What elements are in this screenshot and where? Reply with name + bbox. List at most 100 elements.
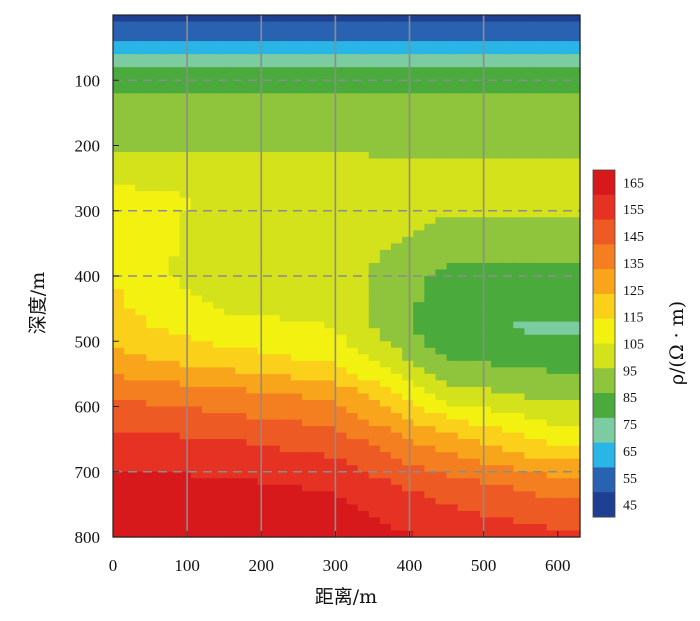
heatmap-cell (435, 452, 448, 460)
heatmap-cell (424, 458, 437, 466)
heatmap-cell (502, 295, 514, 303)
heatmap-cell (157, 80, 170, 88)
heatmap-cell (135, 256, 147, 264)
heatmap-cell (368, 517, 381, 525)
heatmap-cell (201, 249, 214, 258)
heatmap-cell (268, 15, 281, 23)
heatmap-cell (302, 243, 314, 251)
heatmap-cell (168, 171, 181, 179)
heatmap-cell (446, 426, 459, 434)
heatmap-cell (424, 517, 437, 525)
heatmap-cell (190, 152, 203, 160)
heatmap-cell (357, 347, 370, 355)
heatmap-cell (435, 236, 448, 244)
heatmap-cell (324, 445, 336, 453)
heatmap-cell (224, 165, 236, 173)
heatmap-cell (502, 217, 514, 225)
heatmap-cell (268, 432, 281, 440)
heatmap-cell (113, 178, 125, 186)
heatmap-cell (524, 60, 537, 68)
heatmap-cell (435, 67, 448, 75)
heatmap-cell (402, 138, 414, 147)
heatmap-cell (179, 99, 192, 107)
heatmap-cell (535, 386, 548, 395)
heatmap-cell (135, 465, 147, 473)
heatmap-cell (113, 465, 125, 473)
heatmap-cell (557, 249, 570, 258)
heatmap-cell (124, 523, 136, 532)
heatmap-cell (179, 230, 192, 238)
heatmap-cell (335, 60, 348, 68)
heatmap-cell (257, 256, 270, 264)
heatmap-cell (446, 73, 459, 81)
heatmap-cell (157, 413, 170, 421)
heatmap-cell (335, 432, 348, 440)
heatmap-cell (313, 484, 325, 492)
heatmap-cell (135, 530, 147, 538)
heatmap-cell (435, 360, 448, 368)
heatmap-cell (179, 406, 192, 414)
heatmap-cell (379, 269, 392, 277)
heatmap-cell (546, 204, 559, 212)
heatmap-cell (546, 47, 559, 55)
heatmap-cell (479, 67, 492, 75)
heatmap-cell (268, 373, 281, 382)
heatmap-cell (146, 347, 159, 355)
heatmap-cell (502, 138, 514, 147)
heatmap-cell (435, 125, 448, 134)
heatmap-cell (113, 530, 125, 538)
heatmap-cell (491, 504, 503, 512)
heatmap-cell (335, 112, 348, 121)
heatmap-cell (535, 158, 548, 166)
heatmap-cell (168, 21, 181, 29)
heatmap-cell (246, 458, 259, 466)
heatmap-cell (402, 21, 414, 29)
heatmap-cell (124, 491, 136, 499)
heatmap-cell (124, 28, 136, 36)
heatmap-cell (190, 204, 203, 212)
heatmap-cell (457, 484, 470, 492)
heatmap-cell (279, 217, 292, 225)
heatmap-cell (235, 386, 248, 395)
heatmap-cell (435, 269, 448, 277)
heatmap-cell (468, 354, 481, 362)
heatmap-cell (279, 478, 292, 486)
heatmap-cell (502, 210, 514, 218)
heatmap-cell (313, 217, 325, 225)
heatmap-cell (279, 276, 292, 284)
heatmap-cell (346, 282, 359, 290)
heatmap-cell (535, 178, 548, 186)
heatmap-cell (324, 93, 336, 101)
heatmap-cell (113, 386, 125, 395)
heatmap-cell (179, 223, 192, 231)
heatmap-cell (568, 367, 581, 375)
heatmap-cell (113, 282, 125, 290)
heatmap-cell (213, 406, 225, 414)
heatmap-cell (246, 452, 259, 460)
heatmap-cell (201, 517, 214, 525)
heatmap-cell (413, 308, 425, 316)
heatmap-cell (135, 191, 147, 199)
heatmap-cell (557, 132, 570, 140)
heatmap-cell (324, 484, 336, 492)
heatmap-cell (368, 132, 381, 140)
heatmap-cell (179, 256, 192, 264)
heatmap-cell (379, 256, 392, 264)
heatmap-cell (502, 282, 514, 290)
heatmap-cell (524, 236, 537, 244)
heatmap-cell (246, 15, 259, 23)
heatmap-cell (190, 243, 203, 251)
heatmap-cell (479, 452, 492, 460)
heatmap-cell (290, 380, 303, 388)
heatmap-cell (535, 191, 548, 199)
heatmap-cell (568, 15, 581, 23)
heatmap-cell (324, 106, 336, 114)
heatmap-cell (535, 530, 548, 538)
heatmap-cell (190, 73, 203, 81)
heatmap-cell (335, 125, 348, 134)
heatmap-cell (568, 399, 581, 408)
heatmap-cell (157, 426, 170, 434)
heatmap-cell (457, 73, 470, 81)
heatmap-cell (290, 54, 303, 62)
heatmap-cell (491, 328, 503, 336)
